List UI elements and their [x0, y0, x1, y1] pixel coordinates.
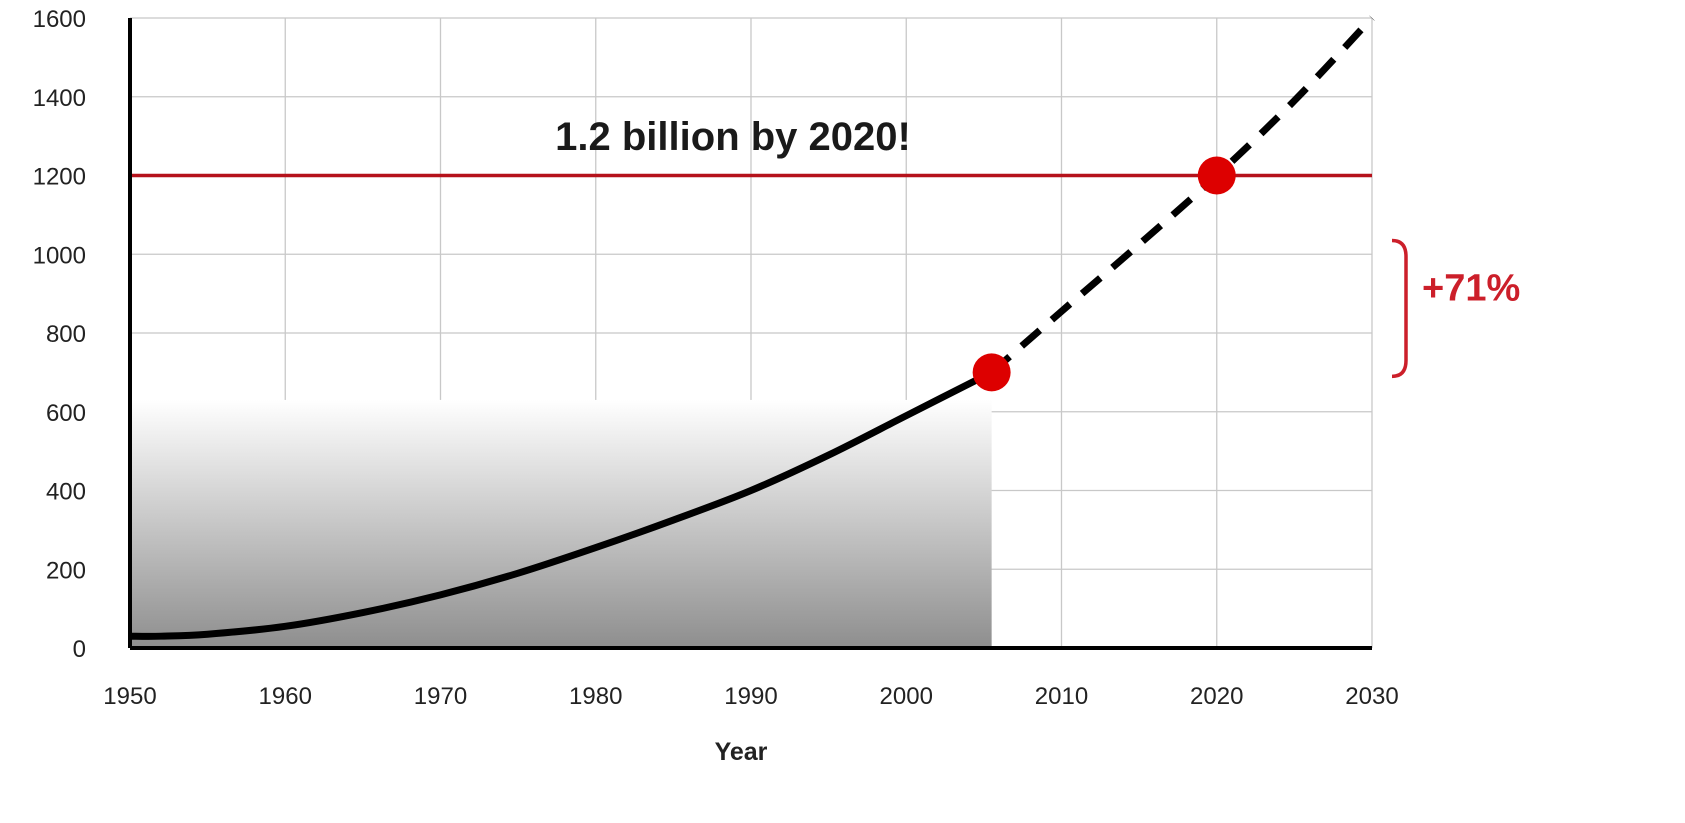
area-layer: [130, 399, 992, 648]
y-tick-label: 600: [46, 400, 86, 427]
highlight-point: [1197, 156, 1236, 195]
y-tick-label: 1600: [33, 6, 86, 33]
y-tick-label: 1400: [33, 85, 86, 112]
percent-bracket: [1391, 238, 1408, 379]
y-tick-label: 1000: [33, 242, 86, 269]
x-tick-label: 1990: [724, 683, 777, 710]
series-line-dashed: [989, 15, 1375, 376]
annotation-title: 1.2 billion by 2020!: [555, 115, 911, 159]
x-tick-label: 2010: [1035, 683, 1088, 710]
x-tick-label: 1960: [259, 683, 312, 710]
y-tick-label: 400: [46, 479, 86, 506]
tick-labels: 1950 1960 1970 1980 1990 2000 2010 2020 2030 0 200…: [33, 6, 1399, 710]
shaded-area: [130, 399, 992, 648]
y-tick-label: 1200: [33, 164, 86, 191]
y-tick-label: 200: [46, 557, 86, 584]
y-tick-label: 0: [73, 636, 86, 663]
axes: [128, 18, 1372, 650]
points-layer: [972, 156, 1236, 392]
y-tick-label: 800: [46, 321, 86, 348]
x-tick-label: 2030: [1345, 683, 1398, 710]
series-line-solid: [129, 369, 994, 640]
x-axis-title: Year: [715, 738, 768, 766]
percent-change-label: +71%: [1422, 267, 1520, 309]
x-tick-label: 1980: [569, 683, 622, 710]
x-tick-label: 2000: [880, 683, 933, 710]
highlight-point: [972, 353, 1011, 392]
x-tick-label: 2020: [1190, 683, 1243, 710]
series-layer: [129, 15, 1375, 640]
x-tick-label: 1950: [103, 683, 156, 710]
x-tick-label: 1970: [414, 683, 467, 710]
